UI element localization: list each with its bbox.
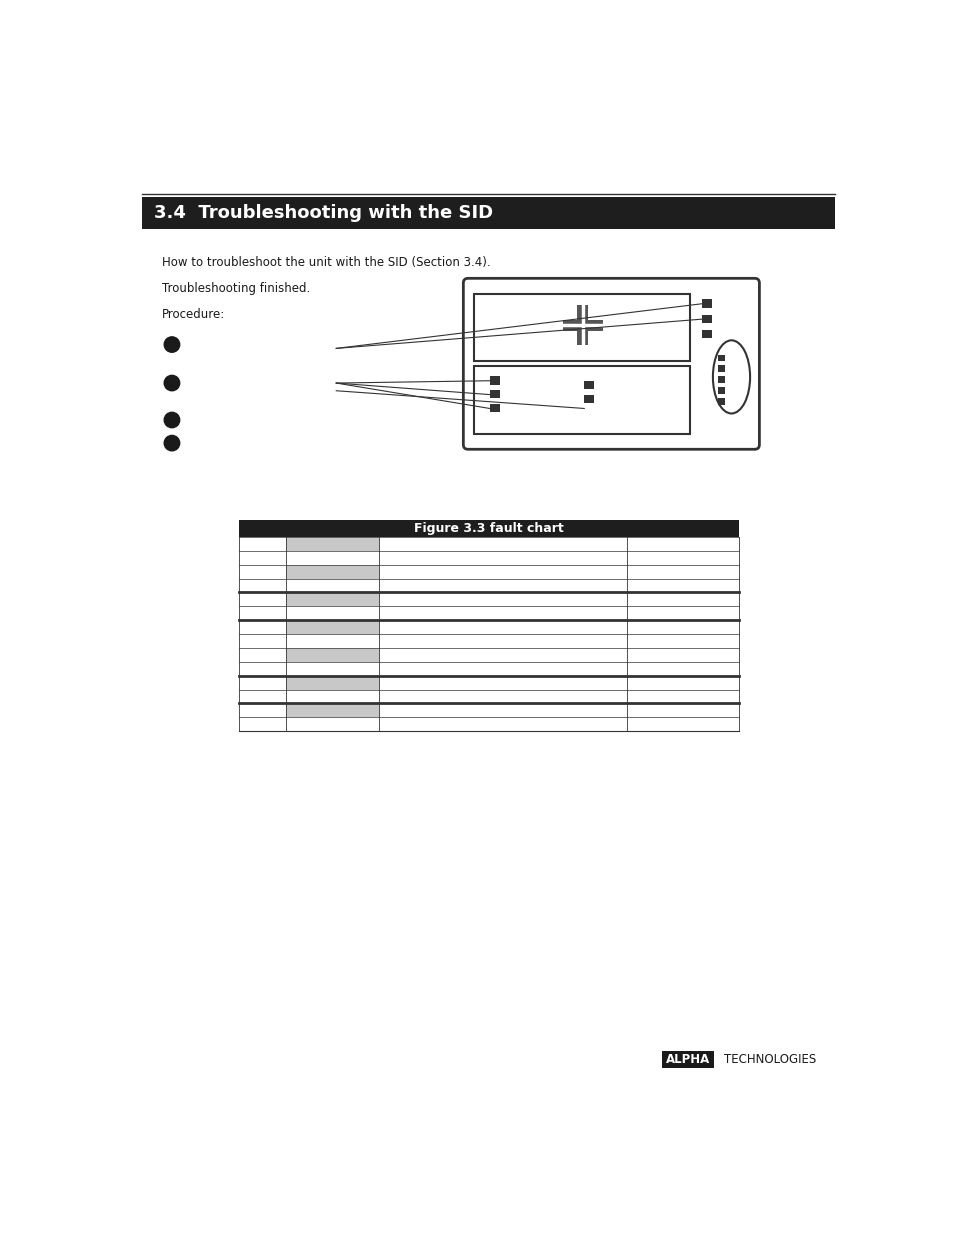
- Bar: [562, 320, 602, 331]
- Circle shape: [164, 375, 179, 390]
- Bar: [489, 377, 499, 384]
- Bar: [239, 564, 739, 579]
- Text: ALPHA: ALPHA: [665, 1053, 709, 1066]
- Bar: [239, 648, 739, 662]
- Bar: [286, 648, 378, 662]
- Bar: [239, 620, 739, 634]
- Bar: [718, 354, 724, 362]
- Ellipse shape: [712, 341, 749, 414]
- Bar: [286, 537, 378, 551]
- Text: Troubleshooting finished.: Troubleshooting finished.: [162, 282, 310, 295]
- Bar: [286, 676, 378, 689]
- Bar: [701, 299, 711, 308]
- Bar: [661, 1051, 714, 1068]
- Bar: [489, 404, 499, 412]
- Text: Figure 3.3 fault chart: Figure 3.3 fault chart: [414, 522, 563, 535]
- Bar: [239, 606, 739, 620]
- Bar: [239, 718, 739, 731]
- Bar: [701, 315, 711, 324]
- Bar: [239, 537, 739, 551]
- Bar: [239, 704, 739, 718]
- Text: 3.4  Troubleshooting with the SID: 3.4 Troubleshooting with the SID: [154, 204, 493, 222]
- Text: How to troubleshoot the unit with the SID (Section 3.4).: How to troubleshoot the unit with the SI…: [162, 256, 490, 269]
- Bar: [474, 294, 689, 362]
- Bar: [286, 620, 378, 634]
- Bar: [239, 579, 739, 593]
- Bar: [286, 704, 378, 718]
- Bar: [701, 330, 711, 338]
- Bar: [239, 634, 739, 648]
- Circle shape: [164, 436, 179, 451]
- Bar: [239, 593, 739, 606]
- Bar: [286, 593, 378, 606]
- Bar: [142, 196, 835, 228]
- Bar: [239, 520, 739, 537]
- Bar: [239, 551, 739, 564]
- Bar: [718, 366, 724, 372]
- Text: TECHNOLOGIES: TECHNOLOGIES: [723, 1053, 815, 1066]
- Bar: [718, 387, 724, 394]
- Bar: [583, 380, 594, 389]
- Bar: [489, 390, 499, 399]
- Bar: [239, 689, 739, 704]
- Bar: [718, 377, 724, 383]
- Bar: [286, 564, 378, 579]
- FancyBboxPatch shape: [463, 278, 759, 450]
- Bar: [239, 662, 739, 676]
- Bar: [474, 366, 689, 433]
- Bar: [718, 398, 724, 405]
- Bar: [239, 676, 739, 689]
- Text: Procedure:: Procedure:: [162, 309, 225, 321]
- Circle shape: [164, 412, 179, 427]
- Circle shape: [164, 337, 179, 352]
- Bar: [583, 395, 594, 403]
- Bar: [577, 305, 587, 346]
